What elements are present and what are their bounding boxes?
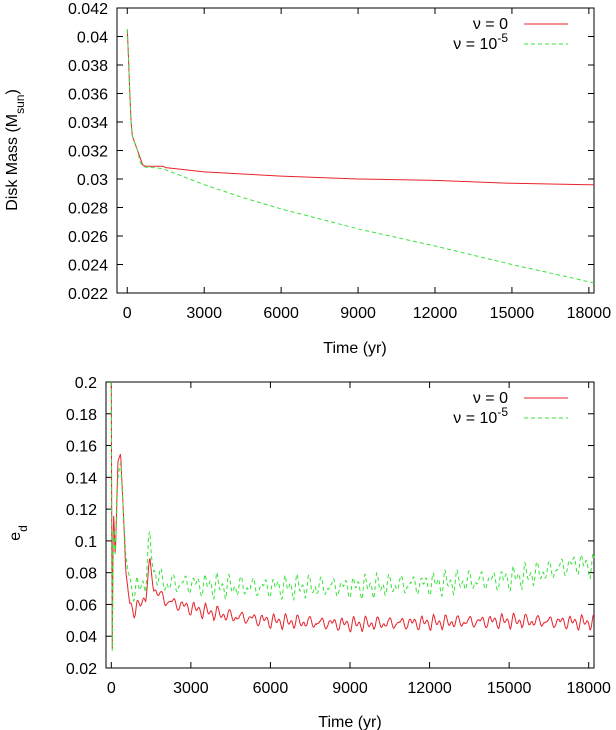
y-tick-label: 0.03 (77, 172, 108, 189)
y-tick-label: 0.14 (66, 470, 97, 487)
x-tick-label: 0 (107, 680, 116, 697)
y-tick-label: 0.16 (66, 439, 97, 456)
y-tick-label: 0.034 (68, 115, 108, 132)
legend-label: ν = 0 (473, 16, 508, 33)
y-tick-label: 0.024 (68, 258, 108, 275)
x-tick-label: 18000 (566, 680, 611, 697)
y-tick-label: 0.04 (77, 30, 108, 47)
x-tick-label: 15000 (487, 680, 532, 697)
y-tick-label: 0.18 (66, 407, 97, 424)
y-tick-label: 0.022 (68, 286, 108, 303)
eccentricity-panel: 0.02 0.04 0.06 0.08 0.1 0.12 0.14 0.16 0.18 0.2 0 3… (7, 375, 611, 730)
legend: ν = 0ν = 10-5 (453, 16, 568, 53)
y-tick-label: 0.038 (68, 58, 108, 75)
legend: ν = 0ν = 10-5 (453, 390, 568, 427)
x-tick-label: 9000 (340, 305, 376, 322)
x-tick-label: 6000 (253, 680, 289, 697)
y-tick-label: 0.026 (68, 229, 108, 246)
series-line-1 (110, 381, 595, 651)
x-tick-label: 12000 (407, 680, 452, 697)
axis-ticks: 0.022 0.024 0.026 0.028 0.03 0.032 0.034 0.036 0… (68, 1, 611, 322)
y-tick-label: 0.036 (68, 87, 108, 104)
x-tick-label: 3000 (186, 305, 222, 322)
x-axis-label: Time (yr) (323, 340, 386, 357)
y-tick-label: 0.032 (68, 144, 108, 161)
series-line-1 (126, 29, 595, 284)
legend-label: ν = 10-5 (453, 405, 508, 427)
data-series (126, 29, 595, 284)
legend-label: ν = 10-5 (453, 31, 508, 53)
y-axis-label: ed (7, 525, 30, 541)
legend-label: ν = 0 (473, 390, 508, 407)
y-tick-label: 0.08 (66, 566, 97, 583)
x-tick-label: 3000 (173, 680, 209, 697)
x-tick-label: 9000 (332, 680, 368, 697)
y-tick-label: 0.1 (75, 534, 97, 551)
y-tick-label: 0.042 (68, 1, 108, 18)
y-axis-label: Disk Mass (Msun) (4, 89, 27, 211)
series-line-0 (110, 381, 595, 649)
x-tick-label: 0 (123, 305, 132, 322)
y-tick-label: 0.12 (66, 502, 97, 519)
x-axis-label: Time (yr) (318, 714, 381, 730)
data-series (110, 381, 595, 651)
x-tick-label: 12000 (413, 305, 458, 322)
y-tick-label: 0.2 (75, 375, 97, 392)
y-tick-label: 0.06 (66, 597, 97, 614)
axis-ticks: 0.02 0.04 0.06 0.08 0.1 0.12 0.14 0.16 0.18 0.2 0 3… (66, 375, 611, 697)
disk-mass-panel: 0.022 0.024 0.026 0.028 0.03 0.032 0.034 0.036 0… (4, 1, 611, 357)
y-tick-label: 0.04 (66, 629, 97, 646)
series-line-0 (126, 29, 594, 186)
y-tick-label: 0.028 (68, 201, 108, 218)
x-tick-label: 18000 (567, 305, 612, 322)
plot-frame (116, 7, 595, 294)
y-tick-label: 0.02 (66, 661, 97, 678)
x-tick-label: 6000 (263, 305, 299, 322)
x-tick-label: 15000 (490, 305, 535, 322)
